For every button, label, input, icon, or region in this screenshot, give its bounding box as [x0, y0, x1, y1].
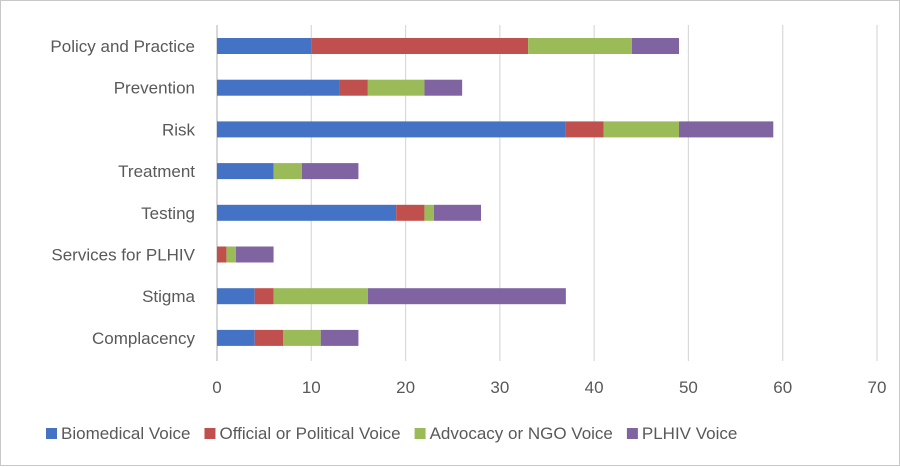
x-tick-labels: 0 10 20 30 40 50 60 70: [212, 378, 886, 397]
bar-segment: [273, 288, 368, 305]
bar-segment: [235, 246, 274, 263]
bar-segment: [679, 121, 774, 138]
bar-segment: [217, 163, 274, 180]
category-label: Prevention: [114, 79, 195, 98]
legend-swatch: [204, 428, 216, 439]
x-tick-label: 40: [585, 378, 604, 397]
bar-segment: [433, 204, 481, 221]
bar-segment: [217, 79, 340, 96]
legend-label: Advocacy or NGO Voice: [430, 424, 613, 443]
bar-segment: [283, 329, 321, 346]
bar-segment: [217, 204, 397, 221]
legend-swatch: [46, 428, 57, 439]
gridlines: [216, 25, 878, 361]
category-label: Complacency: [92, 329, 195, 348]
x-tick-label: 70: [868, 378, 887, 397]
bar-segment: [339, 79, 368, 96]
bar-segment: [565, 121, 604, 138]
category-label: Treatment: [118, 162, 195, 181]
legend: Biomedical Voice Official or Political Vo…: [46, 424, 737, 443]
legend-label: PLHIV Voice: [642, 424, 737, 443]
bar-segment: [217, 329, 255, 346]
bar-segment: [217, 288, 255, 305]
bar-segment: [226, 246, 236, 263]
bar-segment: [301, 163, 359, 180]
category-label: Services for PLHIV: [51, 246, 195, 265]
category-label: Stigma: [142, 287, 195, 306]
bars: [217, 38, 774, 346]
x-tick-label: 30: [490, 378, 509, 397]
legend-label: Biomedical Voice: [61, 424, 190, 443]
x-tick-label: 60: [773, 378, 792, 397]
x-tick-label: 0: [212, 378, 221, 397]
bar-segment: [273, 163, 302, 180]
bar-segment: [320, 329, 359, 346]
bar-segment: [254, 288, 274, 305]
bar-segment: [217, 38, 312, 54]
bar-segment: [631, 38, 679, 54]
bar-segment: [603, 121, 679, 138]
x-tick-label: 50: [679, 378, 698, 397]
category-label: Testing: [141, 204, 195, 223]
legend-label: Official or Political Voice: [219, 424, 400, 443]
category-labels: Policy and Practice Prevention Risk Treatme…: [50, 37, 195, 348]
category-label: Risk: [162, 120, 196, 139]
x-tick-label: 10: [302, 378, 321, 397]
category-label: Policy and Practice: [50, 37, 195, 56]
bar-segment: [424, 79, 463, 96]
legend-swatch: [414, 428, 426, 439]
bar-segment: [367, 288, 566, 305]
legend-swatch: [626, 428, 638, 439]
bar-segment: [528, 38, 632, 54]
bar-segment: [396, 204, 425, 221]
x-tick-label: 20: [396, 378, 415, 397]
bar-segment: [217, 246, 227, 263]
bar-segment: [217, 121, 566, 138]
bar-segment: [254, 329, 283, 346]
bar-segment: [424, 204, 434, 221]
bar-segment: [367, 79, 425, 96]
bar-segment: [311, 38, 529, 54]
